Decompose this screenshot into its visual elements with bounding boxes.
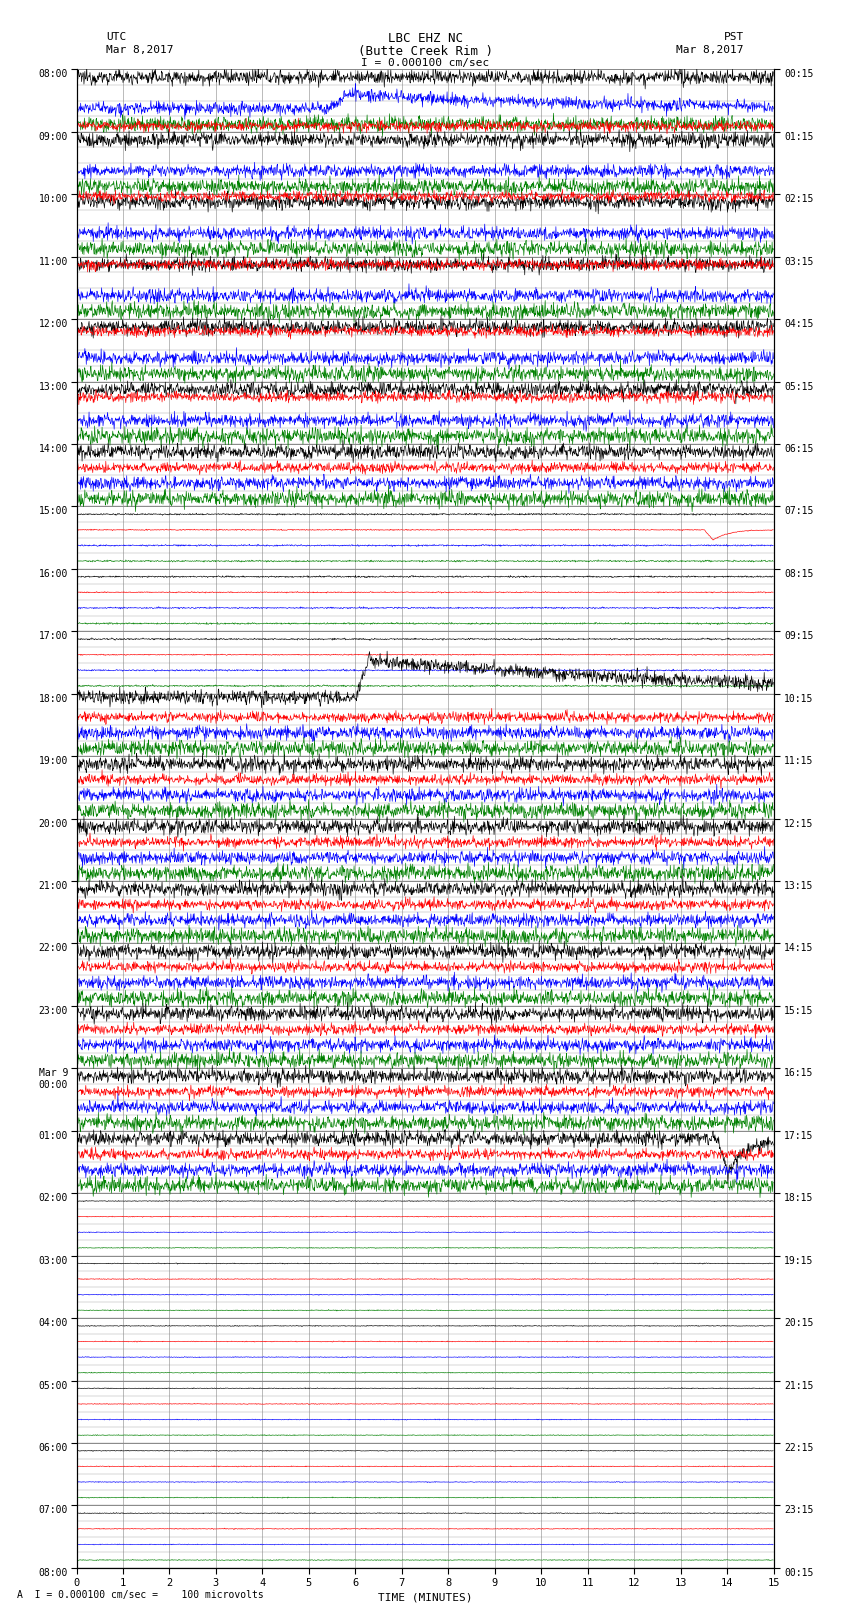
- Text: PST: PST: [723, 32, 744, 42]
- Text: UTC: UTC: [106, 32, 127, 42]
- Text: (Butte Creek Rim ): (Butte Creek Rim ): [358, 45, 492, 58]
- X-axis label: TIME (MINUTES): TIME (MINUTES): [377, 1592, 473, 1602]
- Text: I = 0.000100 cm/sec: I = 0.000100 cm/sec: [361, 58, 489, 68]
- Text: Mar 8,2017: Mar 8,2017: [106, 45, 173, 55]
- Text: A  I = 0.000100 cm/sec =    100 microvolts: A I = 0.000100 cm/sec = 100 microvolts: [17, 1590, 264, 1600]
- Text: LBC EHZ NC: LBC EHZ NC: [388, 32, 462, 45]
- Text: Mar 8,2017: Mar 8,2017: [677, 45, 744, 55]
